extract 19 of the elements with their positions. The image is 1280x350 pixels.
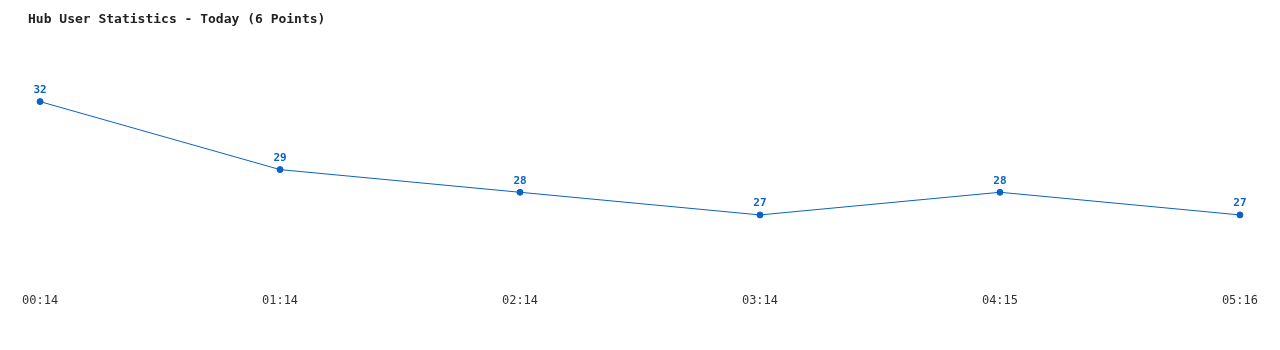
- data-label: 29: [273, 150, 287, 164]
- data-label: 27: [753, 196, 767, 210]
- data-label: 28: [513, 173, 527, 187]
- x-tick-label: 03:14: [741, 292, 779, 307]
- x-tick-label: 05:16: [1221, 292, 1258, 307]
- point: [516, 188, 524, 196]
- point: [1236, 211, 1244, 219]
- data-label: 32: [33, 82, 47, 96]
- x-tick-label: 04:15: [981, 292, 1019, 307]
- data-label: 28: [993, 173, 1007, 187]
- x-tick-label: 01:14: [261, 292, 299, 307]
- point: [996, 188, 1004, 196]
- point: [36, 98, 44, 106]
- chart-title: Hub User Statistics - Today (6 Points): [28, 11, 326, 27]
- x-tick-label: 00:14: [22, 292, 59, 307]
- data-label: 27: [1233, 196, 1247, 210]
- x-tick-label: 02:14: [501, 292, 539, 307]
- point: [276, 166, 284, 174]
- point: [756, 211, 764, 219]
